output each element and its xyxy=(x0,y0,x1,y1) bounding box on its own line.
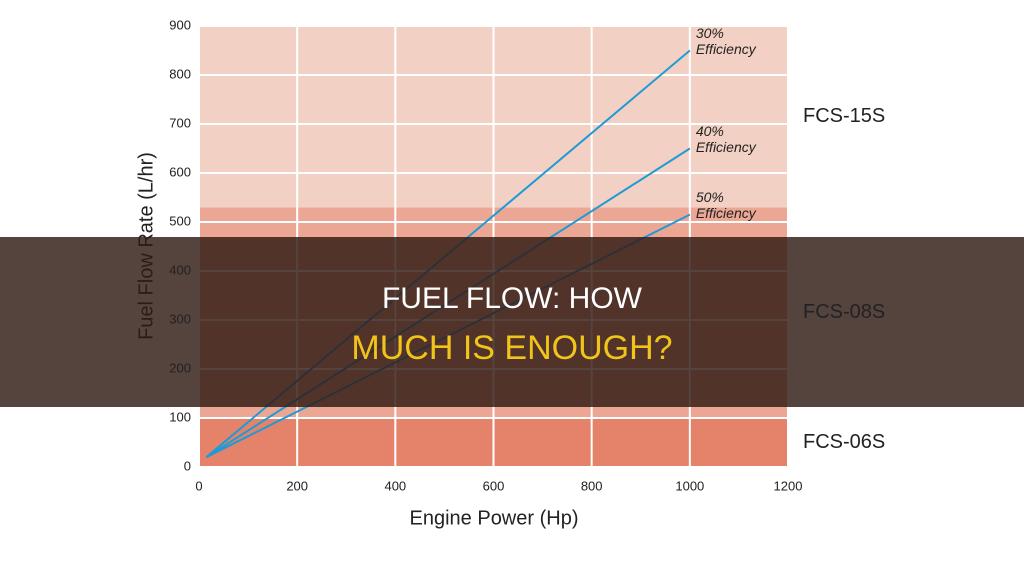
x-tick-label: 800 xyxy=(581,478,603,493)
line-annotation: 30% Efficiency xyxy=(695,24,756,57)
y-tick-label: 500 xyxy=(169,213,191,228)
x-tick-label: 400 xyxy=(384,478,406,493)
title-line: FUEL FLOW: HOW xyxy=(382,282,643,315)
x-tick-label: 600 xyxy=(483,478,505,493)
y-tick-label: 200 xyxy=(169,360,191,375)
band-label: FCS-08S xyxy=(803,301,885,323)
x-tick-label: 1000 xyxy=(675,478,704,493)
band-label: FCS-15S xyxy=(803,105,885,127)
x-tick-label: 1200 xyxy=(774,478,803,493)
x-tick-label: 0 xyxy=(195,478,202,493)
x-tick-label: 200 xyxy=(286,478,308,493)
title-banner xyxy=(0,237,1024,407)
y-tick-label: 800 xyxy=(169,66,191,81)
y-tick-label: 0 xyxy=(184,458,191,473)
y-tick-label: 900 xyxy=(169,17,191,32)
line-annotation: 50% Efficiency xyxy=(695,188,756,221)
y-tick-label: 400 xyxy=(169,262,191,277)
y-tick-label: 300 xyxy=(169,311,191,326)
y-tick-label: 600 xyxy=(169,164,191,179)
line-annotation: 40% Efficiency xyxy=(695,122,756,155)
title-line: MUCH IS ENOUGH? xyxy=(351,329,672,367)
band-label: FCS-06S xyxy=(803,431,885,453)
y-tick-label: 100 xyxy=(169,409,191,424)
y-tick-label: 700 xyxy=(169,115,191,130)
x-axis-label: Engine Power (Hp) xyxy=(410,507,579,529)
